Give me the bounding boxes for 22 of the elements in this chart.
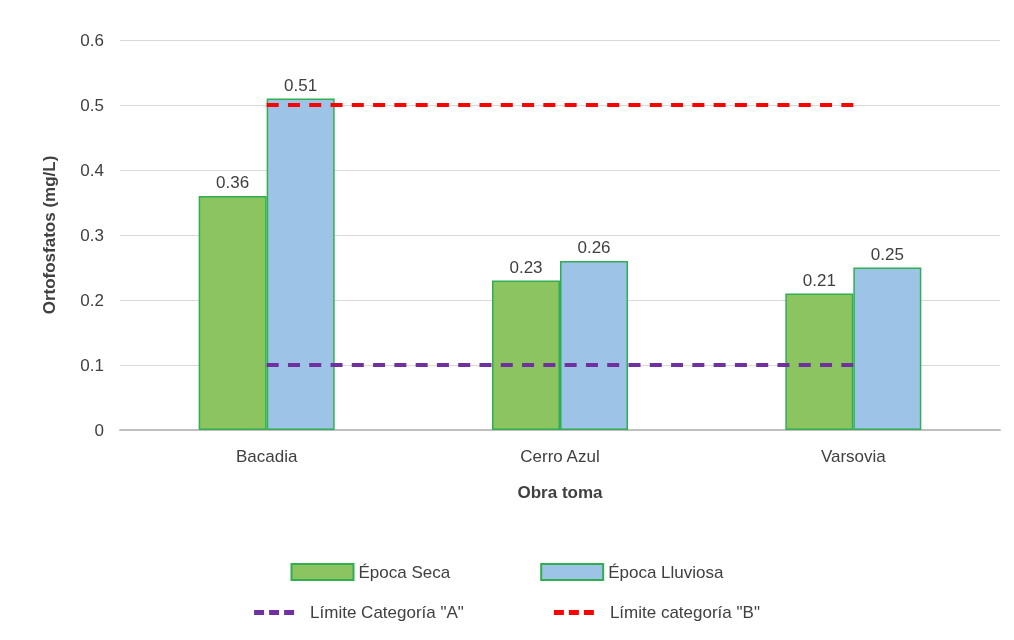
y-axis-title: Ortofosfatos (mg/L): [40, 155, 59, 315]
y-tick-label: 0.1: [80, 355, 104, 375]
data-label: 0.23: [509, 257, 543, 277]
data-label: 0.51: [284, 75, 318, 95]
y-tick-label: 0.3: [80, 225, 104, 245]
x-tick-label: Bacadia: [235, 447, 298, 466]
legend-label: Límite Categoría "A": [310, 603, 464, 622]
x-tick-label: Cerro Azul: [520, 447, 600, 466]
legend-label: Época Lluviosa: [608, 562, 725, 582]
data-label: 0.36: [216, 173, 250, 192]
y-tick-label: 0.2: [80, 290, 104, 310]
data-label: 0.26: [577, 238, 611, 257]
y-tick-label: 0.5: [80, 95, 104, 115]
y-tick-label: 0.6: [80, 30, 104, 50]
legend-label: Límite categoría "B": [609, 603, 760, 622]
data-label: 0.21: [802, 270, 836, 290]
legend-label: Época Seca: [358, 562, 451, 582]
y-tick-label: 0.4: [80, 160, 104, 180]
x-axis-title: Obra toma: [517, 483, 604, 502]
y-tick-label: 0: [94, 420, 104, 440]
x-tick-label: Varsovia: [820, 447, 887, 466]
data-label: 0.25: [870, 244, 904, 264]
